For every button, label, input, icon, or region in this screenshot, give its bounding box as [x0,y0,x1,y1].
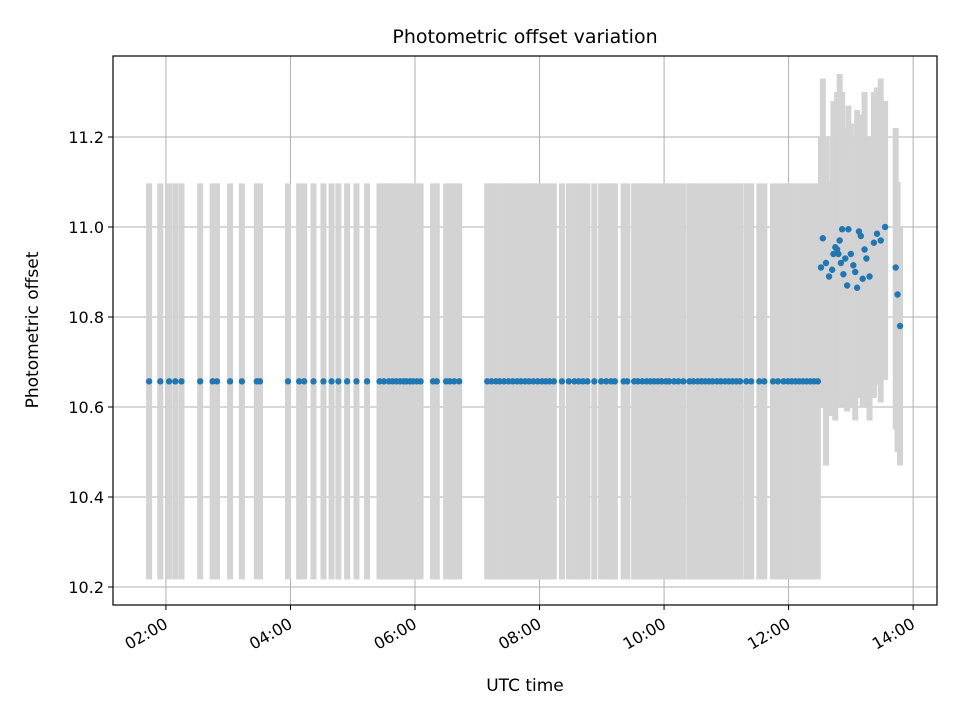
data-point [863,255,870,262]
plot-frame [112,55,938,606]
data-point [353,378,360,385]
data-point [859,275,866,282]
data-point [842,255,849,262]
chart-title: Photometric offset variation [392,26,657,48]
data-point [320,378,327,385]
data-point [328,378,335,385]
data-point [845,226,852,233]
data-point [597,378,605,385]
data-point [456,378,463,385]
data-point [830,250,837,258]
data-point [828,266,836,273]
data-point [819,235,827,242]
data-point [814,378,822,385]
data-point [838,226,846,233]
data-point [870,239,878,246]
data-point [335,378,342,385]
data-point [172,378,179,385]
data-point [894,291,901,298]
y-axis-label: Photometric offset [23,251,43,408]
data-point [675,378,682,385]
data-point [861,246,868,253]
data-point [300,378,308,385]
data-point [850,262,857,269]
data-point [825,273,833,280]
data-point [857,232,865,240]
data-point [611,378,619,385]
data-point [852,268,859,276]
data-points [145,223,904,385]
data-point [363,378,371,385]
data-point [310,378,317,385]
data-point [881,223,889,231]
data-point [748,378,755,385]
data-point [565,378,572,385]
y-tick-label: 10.8 [68,308,104,327]
data-point [417,378,424,385]
data-point [451,378,458,385]
data-point [853,284,861,291]
data-point [213,378,221,385]
y-tick-label: 10.4 [68,488,104,507]
data-point [873,230,881,237]
data-point [602,378,610,385]
data-point [817,264,825,271]
data-point [680,378,687,385]
data-point [380,378,388,385]
data-point [843,282,851,289]
data-point [584,378,591,385]
data-point [196,378,204,385]
data-point [774,378,782,385]
data-point [558,378,566,385]
y-tick-label: 11.2 [68,128,104,147]
data-point [822,259,830,267]
data-point [877,237,884,244]
data-point [837,259,845,267]
data-point [295,378,303,385]
data-point [165,378,173,385]
data-point [591,378,598,385]
data-point [892,264,899,271]
data-point [238,378,246,385]
data-point [756,378,763,385]
data-point [256,378,264,385]
data-point [550,378,558,385]
data-point [769,378,777,385]
data-point [226,378,234,385]
data-point [836,237,843,244]
data-point [665,378,673,385]
data-point [284,378,292,385]
data-point [343,378,351,385]
data-point [847,250,855,258]
data-point [157,378,164,385]
data-point [835,250,842,258]
x-axis-label: UTC time [486,676,564,696]
data-point [145,378,153,385]
data-point [840,271,847,278]
data-point [433,378,440,385]
y-tick-label: 10.6 [68,398,104,417]
data-point [178,378,185,385]
data-point [736,378,744,385]
data-point [761,378,768,385]
data-point [896,322,904,330]
y-tick-label: 11.0 [68,218,104,237]
data-point [624,378,631,385]
data-point [866,273,873,280]
data-point [743,378,750,385]
y-tick-label: 10.2 [68,578,104,597]
